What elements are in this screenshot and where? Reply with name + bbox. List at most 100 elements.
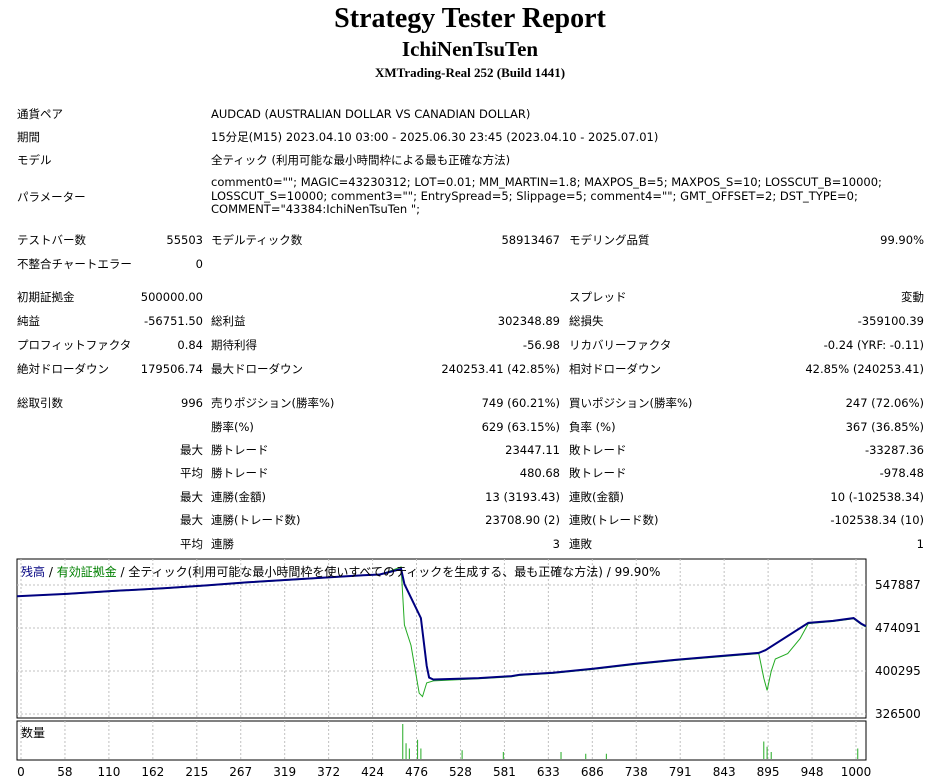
period-value: 15分足(M15) 2023.04.10 03:00 - 2025.06.30 … bbox=[211, 130, 659, 144]
consec-win-cnt-label: 連勝(トレード数) bbox=[211, 513, 301, 527]
gross-loss-label: 総損失 bbox=[569, 314, 604, 328]
expected-value: -56.98 bbox=[522, 338, 560, 352]
short-label: 売りポジション(勝率%) bbox=[211, 396, 335, 410]
max-dd-label: 最大ドローダウン bbox=[211, 362, 303, 376]
avg-consec-loss-value: 1 bbox=[916, 537, 924, 551]
x-tick-label: 424 bbox=[361, 765, 384, 779]
x-tick-label: 528 bbox=[449, 765, 472, 779]
balance-chart-svg: 547887 474091 400295 326500 残高 / 有効証拠金 / 全テ… bbox=[16, 558, 921, 779]
max-loss-label: 敗トレード bbox=[569, 443, 627, 457]
report-title: Strategy Tester Report bbox=[334, 3, 606, 34]
x-tick-label: 0 bbox=[17, 765, 25, 779]
params-label: パラメーター bbox=[17, 190, 86, 204]
max-dd-value: 240253.41 (42.85%) bbox=[441, 362, 560, 376]
model-label: モデル bbox=[17, 153, 52, 167]
model-value: 全ティック (利用可能な最小時間枠による最も正確な方法) bbox=[211, 153, 511, 167]
rel-dd-value: 42.85% (240253.41) bbox=[805, 362, 924, 376]
ticks-value: 58913467 bbox=[501, 233, 560, 247]
trades-value: 996 bbox=[181, 396, 203, 410]
recovery-value: -0.24 (YRF: -0.11) bbox=[823, 338, 924, 352]
pf-label: プロフィットファクタ bbox=[17, 338, 132, 352]
pf-value: 0.84 bbox=[177, 338, 203, 352]
lossrate-value: 367 (36.85%) bbox=[845, 420, 924, 434]
x-tick-label: 686 bbox=[581, 765, 604, 779]
bars-label: テストバー数 bbox=[17, 233, 86, 247]
params-value: comment0=""; MAGIC=43230312; LOT=0.01; M… bbox=[211, 175, 882, 216]
avg-win-value: 480.68 bbox=[519, 466, 560, 480]
volume-bars bbox=[402, 724, 859, 759]
consec-win-amt-value: 13 (3193.43) bbox=[485, 490, 560, 504]
x-tick-label: 895 bbox=[757, 765, 780, 779]
x-tick-label: 215 bbox=[185, 765, 208, 779]
avg-loss-label: 敗トレード bbox=[569, 466, 627, 480]
gross-profit-label: 総利益 bbox=[211, 314, 246, 328]
gross-loss-value: -359100.39 bbox=[857, 314, 924, 328]
deposit-label: 初期証拠金 bbox=[17, 290, 75, 304]
volume-grid bbox=[20, 721, 857, 760]
period-label: 期間 bbox=[17, 130, 40, 144]
balance-line bbox=[16, 567, 867, 681]
max-win-label: 勝トレード bbox=[211, 443, 269, 457]
avg-win-label: 勝トレード bbox=[211, 466, 269, 480]
avg-consec-win-value: 3 bbox=[552, 537, 560, 551]
x-tick-label: 633 bbox=[537, 765, 560, 779]
quality-label: モデリング品質 bbox=[569, 233, 650, 247]
bars-value: 55503 bbox=[166, 233, 203, 247]
avg-consec-win-label: 連勝 bbox=[211, 537, 234, 551]
x-tick-label: 110 bbox=[97, 765, 120, 779]
x-tick-label: 267 bbox=[229, 765, 252, 779]
lossrate-label: 負率 (%) bbox=[569, 420, 616, 434]
expert-name: IchiNenTsuTen bbox=[401, 37, 539, 61]
chart-grid bbox=[17, 559, 866, 718]
x-tick-label: 162 bbox=[141, 765, 164, 779]
quality-value: 99.90% bbox=[880, 233, 924, 247]
x-tick-label: 58 bbox=[57, 765, 72, 779]
balance-chart: 547887 474091 400295 326500 残高 / 有効証拠金 / 全テ… bbox=[0, 556, 940, 782]
avg-word-1: 平均 bbox=[180, 466, 203, 480]
gross-profit-value: 302348.89 bbox=[497, 314, 560, 328]
max-word-1: 最大 bbox=[180, 443, 203, 457]
consec-loss-cnt-value: -102538.34 (10) bbox=[830, 513, 924, 527]
mismatch-label: 不整合チャートエラー bbox=[17, 257, 132, 271]
legend-balance: 残高 bbox=[21, 564, 45, 579]
y-tick-label: 400295 bbox=[875, 664, 921, 678]
y-tick-label: 326500 bbox=[875, 707, 921, 721]
volume-panel bbox=[16, 720, 867, 761]
consec-win-cnt-value: 23708.90 (2) bbox=[485, 513, 560, 527]
y-tick-label: 474091 bbox=[875, 621, 921, 635]
avg-word-2: 平均 bbox=[180, 537, 203, 551]
max-win-value: 23447.11 bbox=[505, 443, 560, 457]
winrate-label: 勝率(%) bbox=[211, 420, 254, 434]
main-panel bbox=[16, 558, 867, 719]
net-label: 純益 bbox=[17, 314, 40, 328]
consec-loss-amt-label: 連敗(金額) bbox=[569, 490, 624, 504]
trades-label: 総取引数 bbox=[17, 396, 63, 410]
winrate-value: 629 (63.15%) bbox=[481, 420, 560, 434]
legend-sep-2: / bbox=[117, 565, 129, 579]
ticks-label: モデルティック数 bbox=[211, 233, 303, 247]
volume-label: 数量 bbox=[21, 725, 45, 740]
short-value: 749 (60.21%) bbox=[481, 396, 560, 410]
abs-dd-label: 絶対ドローダウン bbox=[17, 362, 109, 376]
consec-loss-cnt-label: 連敗(トレード数) bbox=[569, 513, 659, 527]
x-tick-label: 372 bbox=[317, 765, 340, 779]
legend-equity: 有効証拠金 bbox=[57, 564, 117, 579]
max-word-3: 最大 bbox=[180, 513, 203, 527]
spread-label: スプレッド bbox=[569, 290, 627, 304]
pair-value: AUDCAD (AUSTRALIAN DOLLAR VS CANADIAN DO… bbox=[211, 107, 531, 121]
expected-label: 期待利得 bbox=[211, 338, 257, 352]
x-tick-label: 476 bbox=[405, 765, 428, 779]
mismatch-value: 0 bbox=[195, 257, 203, 271]
x-tick-label: 581 bbox=[493, 765, 516, 779]
long-value: 247 (72.06%) bbox=[845, 396, 924, 410]
deposit-value: 500000.00 bbox=[140, 290, 203, 304]
y-axis-ticks: 547887 474091 400295 326500 bbox=[875, 578, 921, 721]
x-tick-label: 319 bbox=[273, 765, 296, 779]
legend-model: 全ティック(利用可能な最小時間枠を使いすべてのティックを生成する、最も正確な方法… bbox=[128, 564, 660, 579]
chart-legend: 残高 / 有効証拠金 / 全ティック(利用可能な最小時間枠を使いすべてのティック… bbox=[21, 564, 660, 579]
long-label: 買いポジション(勝率%) bbox=[569, 396, 693, 410]
legend-sep-1: / bbox=[45, 565, 57, 579]
recovery-label: リカバリーファクタ bbox=[569, 338, 672, 352]
spread-value: 変動 bbox=[901, 290, 924, 304]
consec-win-amt-label: 連勝(金額) bbox=[211, 490, 266, 504]
